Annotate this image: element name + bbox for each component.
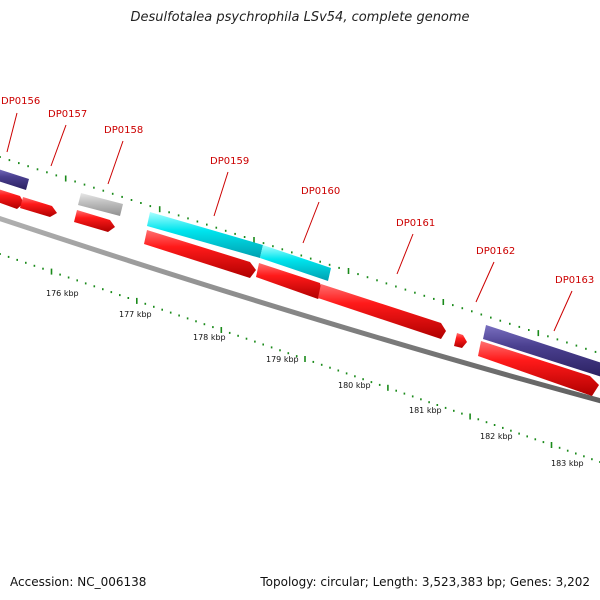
gene-label[interactable]: DP0163 bbox=[555, 275, 594, 286]
gene-reverse-2[interactable] bbox=[20, 197, 57, 217]
genome-title: Desulfotalea psychrophila LSv54, complet… bbox=[130, 10, 470, 25]
accession-label: Accession: NC_006138 bbox=[10, 575, 147, 589]
gene-dp0163[interactable] bbox=[483, 325, 600, 378]
gene-labels: DP0156 DP0157 DP0158 DP0159 DP0160 DP016… bbox=[1, 96, 594, 286]
gene-reverse-3[interactable] bbox=[144, 230, 256, 278]
scale-label: 182 kbp bbox=[480, 432, 513, 441]
gene-dp0158[interactable] bbox=[78, 193, 123, 216]
scale-label: 178 kbp bbox=[193, 333, 226, 342]
scale-labels: 176 kbp 177 kbp 178 kbp 179 kbp 180 kbp … bbox=[46, 289, 584, 468]
outer-tick-track bbox=[0, 156, 597, 353]
gene-label[interactable]: DP0157 bbox=[48, 109, 87, 120]
gene-label[interactable]: DP0161 bbox=[396, 218, 435, 229]
gene-label-leaders bbox=[6, 112, 573, 332]
gene-dp0156[interactable] bbox=[0, 168, 29, 190]
gene-dp0162[interactable] bbox=[454, 333, 467, 348]
genome-backbone bbox=[0, 216, 600, 404]
scale-label: 183 kbp bbox=[551, 459, 584, 468]
gene-dp0159[interactable] bbox=[147, 212, 263, 258]
gene-dp0158-rev[interactable] bbox=[74, 210, 115, 232]
gene-label[interactable]: DP0158 bbox=[104, 125, 143, 136]
scale-label: 177 kbp bbox=[119, 310, 152, 319]
gene-label[interactable]: DP0162 bbox=[476, 246, 515, 257]
gene-reverse-5[interactable] bbox=[318, 284, 446, 339]
scale-label: 176 kbp bbox=[46, 289, 79, 298]
scale-tick-track bbox=[0, 253, 600, 463]
scale-label: 179 kbp bbox=[266, 355, 299, 364]
gene-reverse-1[interactable] bbox=[0, 188, 24, 209]
gene-reverse-4[interactable] bbox=[256, 263, 323, 299]
gene-reverse-6[interactable] bbox=[478, 341, 599, 396]
gene-label[interactable]: DP0156 bbox=[1, 96, 40, 107]
gene-dp0160[interactable] bbox=[260, 245, 331, 281]
genome-summary: Topology: circular; Length: 3,523,383 bp… bbox=[260, 575, 590, 589]
scale-label: 180 kbp bbox=[338, 381, 371, 390]
gene-label[interactable]: DP0160 bbox=[301, 186, 340, 197]
gene-label[interactable]: DP0159 bbox=[210, 156, 249, 167]
scale-label: 181 kbp bbox=[409, 406, 442, 415]
